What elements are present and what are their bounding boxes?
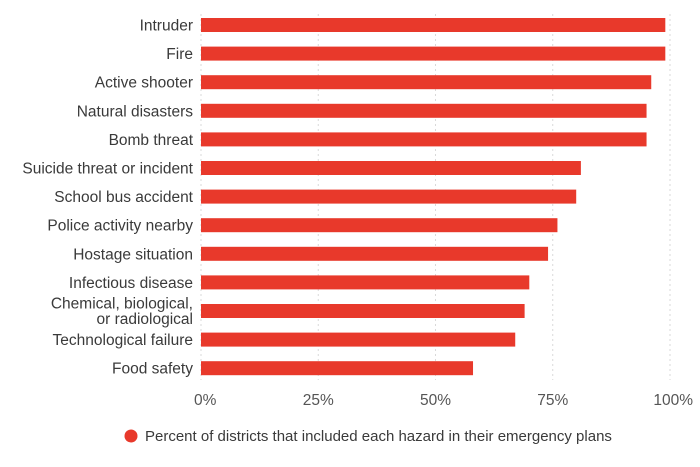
category-label: Active shooter [95, 75, 193, 92]
category-labels: Intruder Fire Active shooter Natural disast… [22, 18, 193, 378]
x-tick-label: 0% [194, 392, 217, 409]
bar [201, 132, 647, 147]
category-label: Technological failure [53, 332, 193, 349]
category-label: Fire [166, 46, 193, 63]
x-tick-label: 25% [303, 392, 334, 409]
bar [201, 304, 525, 318]
x-tick-label: 100% [653, 392, 693, 409]
bar [201, 161, 581, 175]
legend: Percent of districts that included each … [124, 428, 612, 445]
bar [201, 361, 474, 376]
x-tick-label: 75% [537, 392, 568, 409]
x-axis-ticks: 0% 25% 50% 75% 100% [194, 392, 693, 409]
legend-swatch [124, 429, 138, 443]
category-label: Suicide threat or incident [22, 161, 193, 178]
bar [201, 46, 666, 61]
bar [201, 246, 549, 261]
bar [201, 218, 558, 233]
category-label: Hostage situation [73, 246, 193, 263]
bar [201, 103, 647, 118]
category-label: Chemical, biological, or radiological [51, 296, 193, 329]
bar [201, 332, 516, 347]
category-label: Natural disasters [77, 103, 194, 120]
category-label: Infectious disease [69, 275, 193, 292]
category-label: Intruder [140, 18, 193, 35]
bar [201, 189, 577, 204]
category-label: Police activity nearby [47, 218, 193, 235]
gridlines [200, 14, 671, 380]
legend-label: Percent of districts that included each … [145, 428, 612, 445]
bar [201, 18, 666, 32]
x-tick-label: 50% [420, 392, 451, 409]
category-label: School bus accident [54, 189, 193, 206]
bar [201, 75, 652, 90]
category-label: Food safety [112, 361, 193, 378]
bars [201, 18, 666, 376]
bar [201, 275, 530, 290]
category-label: Bomb threat [109, 132, 194, 149]
